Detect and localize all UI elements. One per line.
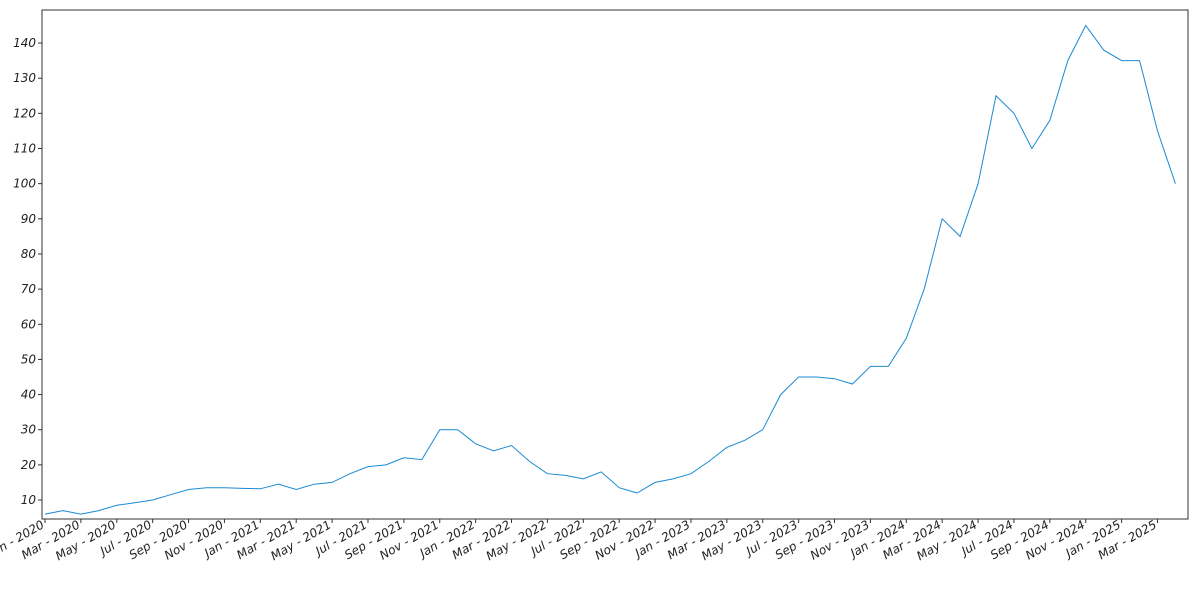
y-tick-label: 20 — [21, 458, 37, 472]
y-tick-label: 130 — [13, 71, 36, 85]
y-tick-label: 110 — [13, 141, 36, 155]
y-tick-label: 120 — [13, 106, 36, 120]
price-line — [44, 24, 1176, 515]
y-tick-label: 80 — [21, 247, 37, 261]
y-tick-label: 100 — [13, 177, 36, 191]
y-tick-label: 140 — [13, 36, 36, 50]
y-tick-label: 70 — [21, 282, 37, 296]
plot-frame — [41, 9, 1189, 520]
y-tick-label: 40 — [21, 388, 37, 402]
y-tick-label: 10 — [21, 493, 37, 507]
y-tick-label: 50 — [21, 352, 37, 366]
y-tick-label: 60 — [21, 317, 37, 331]
y-tick-label: 90 — [21, 212, 37, 226]
y-tick-label: 30 — [21, 423, 37, 437]
